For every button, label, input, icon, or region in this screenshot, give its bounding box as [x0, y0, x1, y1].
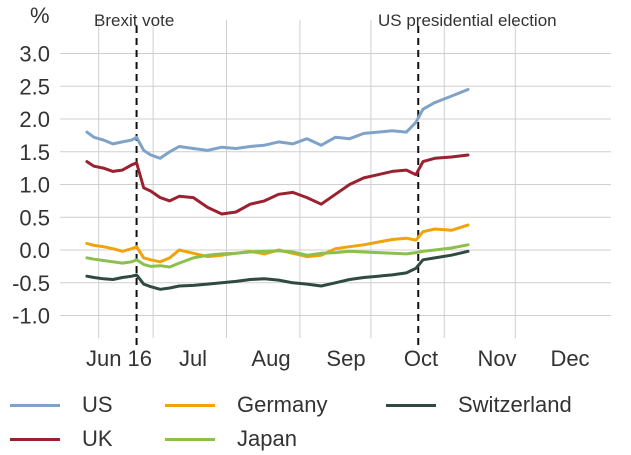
series-line-us [85, 88, 470, 160]
x-tick-label: Aug [251, 346, 290, 371]
x-tick-label: Dec [550, 346, 589, 371]
legend-swatch [10, 403, 60, 407]
legend-label: US [82, 392, 113, 417]
series-line-japan [85, 243, 470, 269]
y-tick-label: 2.5 [19, 74, 50, 99]
legend-item-germany: Germany [165, 392, 327, 418]
y-tick-label: -1.0 [12, 304, 50, 329]
legend-label: Switzerland [458, 392, 572, 417]
gridlines [60, 20, 611, 338]
event-markers: Brexit vote US presidential election [94, 11, 557, 346]
legend-label: Germany [237, 392, 328, 417]
x-tick-label: Oct [404, 346, 438, 371]
x-axis-labels: Jun 16 Jul Aug Sep Oct Nov Dec [86, 346, 590, 371]
chart-legend: US UK Germany Japan Switzerland [0, 388, 631, 455]
x-tick-label: Sep [326, 346, 365, 371]
legend-item-switzerland: Switzerland [386, 392, 572, 418]
event-label: US presidential election [378, 11, 557, 30]
legend-label: UK [82, 426, 113, 451]
y-tick-label: 1.0 [19, 173, 50, 198]
y-axis-unit-label: % [30, 3, 50, 28]
series-lines [85, 88, 470, 291]
x-tick-label: Nov [477, 346, 516, 371]
series-line-uk [85, 153, 470, 216]
legend-item-uk: UK [10, 426, 113, 452]
x-tick-label: Jun 16 [86, 346, 152, 371]
legend-label: Japan [237, 426, 297, 451]
y-tick-label: 0.5 [19, 205, 50, 230]
series-line-germany [85, 223, 470, 264]
series-line-switzerland [85, 249, 470, 291]
y-axis-labels: 3.0 2.5 2.0 1.5 1.0 0.5 0.0 -0.5 -1.0 [12, 42, 50, 329]
legend-swatch [10, 437, 60, 441]
y-tick-label: 3.0 [19, 42, 50, 67]
line-chart: 3.0 2.5 2.0 1.5 1.0 0.5 0.0 -0.5 -1.0 % Brexit v… [12, 3, 611, 371]
legend-swatch [386, 403, 436, 407]
legend-swatch [165, 403, 215, 407]
legend-item-japan: Japan [165, 426, 297, 452]
y-tick-label: -0.5 [12, 271, 50, 296]
y-tick-label: 1.5 [19, 140, 50, 165]
event-label: Brexit vote [94, 11, 174, 30]
legend-swatch [165, 437, 215, 441]
x-tick-label: Jul [179, 346, 207, 371]
y-tick-label: 2.0 [19, 107, 50, 132]
y-tick-label: 0.0 [19, 238, 50, 263]
legend-item-us: US [10, 392, 113, 418]
